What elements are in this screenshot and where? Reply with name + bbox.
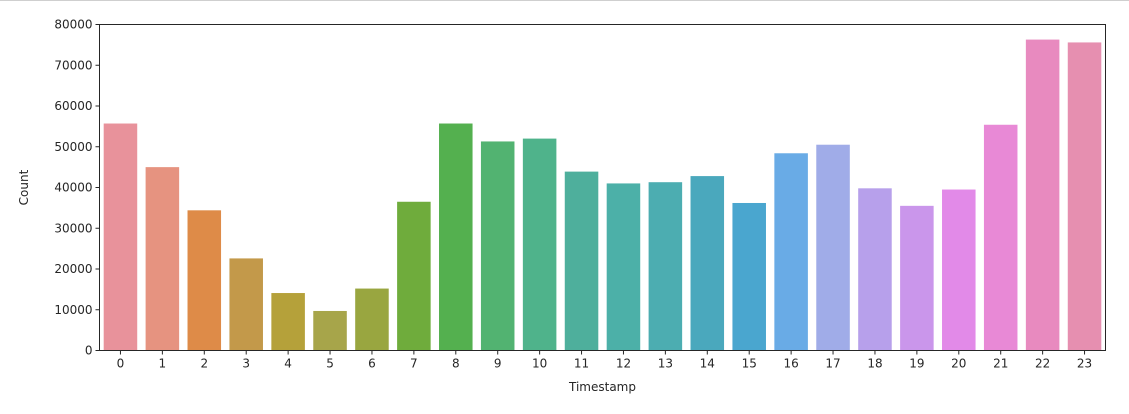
bar-10 bbox=[522, 138, 557, 351]
bar-5 bbox=[313, 310, 347, 351]
y-tick-label: 60000 bbox=[54, 99, 92, 113]
x-tick-label: 10 bbox=[532, 357, 547, 371]
bar-22 bbox=[1025, 39, 1060, 351]
bar-1 bbox=[145, 167, 180, 351]
bar-21 bbox=[983, 124, 1018, 351]
y-tick-label: 20000 bbox=[54, 262, 92, 276]
bar-3 bbox=[229, 258, 263, 351]
y-tick-label: 80000 bbox=[54, 18, 92, 32]
y-tick-label: 70000 bbox=[54, 58, 92, 72]
bar-15 bbox=[732, 202, 766, 351]
y-tick-label: 0 bbox=[85, 344, 93, 358]
bar-8 bbox=[439, 123, 473, 351]
x-tick-label: 0 bbox=[117, 357, 125, 371]
x-tick-label: 12 bbox=[616, 357, 631, 371]
y-tick-label: 40000 bbox=[54, 181, 92, 195]
bar-13 bbox=[648, 182, 683, 351]
bar-16 bbox=[774, 153, 808, 351]
x-tick-label: 1 bbox=[159, 357, 167, 371]
x-tick-label: 20 bbox=[951, 357, 966, 371]
x-tick-label: 7 bbox=[410, 357, 418, 371]
x-tick-label: 2 bbox=[200, 357, 208, 371]
bar-0 bbox=[103, 123, 138, 351]
x-tick-label: 22 bbox=[1035, 357, 1050, 371]
bar-9 bbox=[480, 141, 515, 351]
x-tick-label: 4 bbox=[284, 357, 292, 371]
x-tick-label: 14 bbox=[700, 357, 715, 371]
x-tick-label: 15 bbox=[742, 357, 757, 371]
x-tick-label: 21 bbox=[993, 357, 1008, 371]
bar-2 bbox=[187, 210, 222, 351]
bar-23 bbox=[1067, 42, 1102, 351]
y-axis: 0 10000 20000 30000 40000 50000 60000 70000 8000… bbox=[54, 18, 100, 358]
x-tick-label: 3 bbox=[242, 357, 250, 371]
x-tick-label: 19 bbox=[909, 357, 924, 371]
bar-19 bbox=[900, 205, 934, 351]
y-tick-label: 50000 bbox=[54, 140, 92, 154]
x-tick-label: 17 bbox=[825, 357, 840, 371]
bar-11 bbox=[564, 171, 599, 351]
x-tick-label: 8 bbox=[452, 357, 460, 371]
x-tick-label: 11 bbox=[574, 357, 589, 371]
x-tick-label: 16 bbox=[783, 357, 798, 371]
x-tick-label: 9 bbox=[494, 357, 502, 371]
bar-17 bbox=[816, 144, 850, 351]
bar-6 bbox=[355, 288, 389, 351]
bar-18 bbox=[858, 188, 892, 351]
x-axis-label: Timestamp bbox=[568, 380, 636, 394]
x-tick-label: 5 bbox=[326, 357, 334, 371]
y-tick-label: 30000 bbox=[54, 221, 92, 235]
x-tick-label: 13 bbox=[658, 357, 673, 371]
x-tick-label: 23 bbox=[1077, 357, 1092, 371]
x-tick-label: 6 bbox=[368, 357, 376, 371]
bar-20 bbox=[942, 189, 976, 351]
bar-12 bbox=[606, 183, 641, 351]
bar-7 bbox=[397, 201, 431, 351]
x-tick-label: 18 bbox=[867, 357, 882, 371]
bars-group bbox=[103, 39, 1102, 351]
x-axis: 0 1 2 3 4 5 6 7 8 9 10 11 12 13 14 15 16 17 18 19 20 21 22 23 bbox=[117, 350, 1092, 371]
y-tick-label: 10000 bbox=[54, 303, 92, 317]
bar-4 bbox=[271, 293, 305, 351]
bar-14 bbox=[690, 176, 725, 351]
notebook-output-divider bbox=[0, 0, 1129, 1]
plot-frame bbox=[99, 24, 1106, 351]
y-axis-label: Count bbox=[17, 169, 31, 205]
